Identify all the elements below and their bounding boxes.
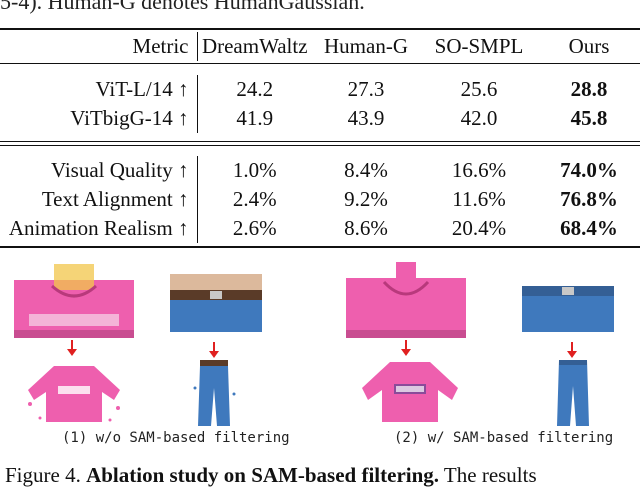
- table-row: Animation Realism ↑ 2.6% 8.6% 20.4% 68.4…: [0, 214, 640, 243]
- down-arrow-icon: [401, 340, 411, 356]
- header-method-ours: Ours: [568, 34, 610, 58]
- cell-value: 11.6%: [452, 187, 506, 211]
- cell-value: 2.6%: [232, 216, 277, 240]
- cell-value: 24.2: [236, 77, 274, 101]
- hoodie-full-clean-image: [362, 362, 458, 422]
- cell-value: 43.9: [347, 106, 385, 130]
- cell-value: 8.6%: [344, 216, 388, 240]
- results-table-header: Metric DreamWaltz Human-G SO-SMPL Ours: [0, 32, 640, 61]
- table-header-row: Metric DreamWaltz Human-G SO-SMPL Ours: [0, 32, 640, 61]
- down-arrow-icon: [567, 342, 577, 358]
- cell-value-best: 28.8: [570, 77, 608, 101]
- table-row: ViTbigG-14 ↑ 41.9 43.9 42.0 45.8: [0, 104, 640, 133]
- section-rule-top: [0, 141, 640, 142]
- cell-value: 2.4%: [232, 187, 277, 211]
- figure-caption-label: Figure 4.: [5, 463, 81, 487]
- clip-score-table: ViT-L/14 ↑ 24.2 27.3 25.6 28.8 ViTbigG-1…: [0, 75, 640, 133]
- hoodie-closeup-clean-image: [346, 262, 466, 338]
- cell-value-best: 76.8%: [560, 187, 618, 211]
- row-metric: ViTbigG-14 ↑: [0, 104, 198, 133]
- header-method-dreamwaltz: DreamWaltz: [201, 34, 308, 58]
- figure-caption-text: The results: [443, 463, 537, 487]
- cell-value: 25.6: [460, 77, 498, 101]
- cell-value: 27.3: [347, 77, 385, 101]
- preceding-caption-line: 5-4). Human-G denotes HumanGaussian.: [0, 0, 365, 14]
- cell-value-best: 68.4%: [560, 216, 618, 240]
- jeans-full-noisy-image: [193, 360, 236, 426]
- table-row: Text Alignment ↑ 2.4% 9.2% 11.6% 76.8%: [0, 185, 640, 214]
- row-metric: Visual Quality ↑: [0, 156, 198, 185]
- header-metric: Metric: [0, 32, 198, 61]
- left-subfigure-caption: (1) w/o SAM-based filtering: [62, 430, 290, 446]
- jeans-closeup-clean-image: [522, 286, 614, 332]
- cell-value: 42.0: [460, 106, 498, 130]
- ablation-figure: (1) w/o SAM-based filtering (2) w/ SAM-b…: [0, 262, 640, 458]
- user-study-table: Visual Quality ↑ 1.0% 8.4% 16.6% 74.0% T…: [0, 156, 640, 243]
- cell-value: 9.2%: [344, 187, 388, 211]
- down-arrow-icon: [67, 340, 77, 356]
- cell-value: 8.4%: [344, 158, 388, 182]
- jeans-full-clean-image: [557, 360, 589, 426]
- cell-value-best: 45.8: [570, 106, 608, 130]
- row-metric: ViT-L/14 ↑: [0, 75, 198, 104]
- cell-value: 1.0%: [232, 158, 277, 182]
- jeans-closeup-noisy-image: [170, 274, 262, 332]
- row-metric: Text Alignment ↑: [0, 185, 198, 214]
- hoodie-full-noisy-image: [28, 366, 120, 422]
- cell-value: 20.4%: [451, 216, 507, 240]
- row-metric: Animation Realism ↑: [0, 214, 198, 243]
- table-row: Visual Quality ↑ 1.0% 8.4% 16.6% 74.0%: [0, 156, 640, 185]
- down-arrow-icon: [209, 342, 219, 358]
- header-method-human-g: Human-G: [324, 34, 408, 58]
- section-rule-bottom: [0, 145, 640, 146]
- figure-caption-title: Ablation study on SAM-based filtering.: [86, 463, 440, 487]
- cell-value-best: 74.0%: [560, 158, 618, 182]
- table-row: ViT-L/14 ↑ 24.2 27.3 25.6 28.8: [0, 75, 640, 104]
- header-method-so-smpl: SO-SMPL: [434, 34, 524, 58]
- hoodie-closeup-noisy-image: [14, 264, 134, 338]
- table-top-rule: [0, 28, 640, 30]
- header-rule: [0, 63, 640, 64]
- cell-value: 16.6%: [451, 158, 507, 182]
- cell-value: 41.9: [236, 106, 274, 130]
- figure-caption: Figure 4. Ablation study on SAM-based fi…: [5, 463, 537, 488]
- table-bottom-rule: [0, 246, 640, 248]
- right-subfigure-caption: (2) w/ SAM-based filtering: [394, 430, 614, 446]
